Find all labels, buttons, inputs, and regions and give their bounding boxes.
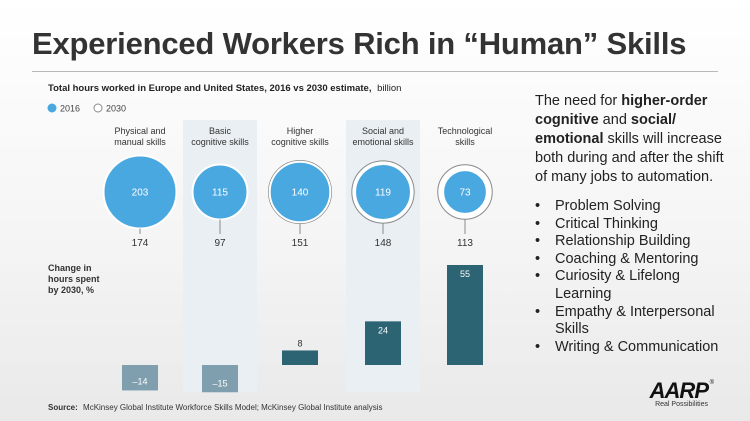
category-label: Physical and	[114, 126, 165, 136]
skill-bullet-text: Empathy & Interpersonal Skills	[555, 303, 715, 338]
bullet-dot: •	[535, 215, 541, 232]
bullet-dot: •	[535, 338, 541, 355]
bubble-2030-value: 113	[457, 238, 473, 249]
legend-label-2016: 2016	[60, 104, 80, 114]
category-label: cognitive skills	[271, 137, 329, 147]
intro-emphasis: social/ emotional	[535, 112, 677, 147]
bubble-2016	[442, 169, 488, 215]
column-shade-1	[183, 120, 257, 392]
bullet-dot: •	[535, 233, 541, 250]
change-bar	[202, 365, 238, 393]
bubble-2030-value: 148	[375, 238, 392, 249]
bubble-2016-value: 73	[459, 188, 471, 199]
category-label: Higher	[287, 126, 314, 136]
side-intro-text: The need for higher-order cognitive and …	[535, 92, 735, 187]
chart-title: Total hours worked in Europe and United …	[48, 83, 401, 94]
bullet-dot: •	[535, 250, 541, 267]
category-label: cognitive skills	[191, 137, 249, 147]
change-axis-label-line: by 2030, %	[48, 285, 94, 295]
bubble-2016-value: 203	[132, 188, 149, 199]
change-bars: –14 –15 8 24 55	[122, 265, 483, 393]
skill-bullet-text: Curiosity & Lifelong Learning	[555, 268, 680, 302]
skill-bullet-item: • Empathy & Interpersonal Skills	[535, 304, 740, 339]
skill-bullet-text: Relationship Building	[555, 233, 691, 250]
intro-text: The need for	[535, 93, 622, 109]
category-label: Basic	[209, 126, 232, 136]
change-bar-label: –14	[132, 376, 147, 386]
change-bar	[447, 265, 483, 365]
change-axis-label-line: hours spent	[48, 274, 100, 284]
bullet-dot: •	[535, 268, 541, 285]
skill-bullet-item: • Problem Solving	[535, 198, 740, 216]
skill-bullet-item: • Writing & Communication	[535, 339, 740, 357]
skill-bullet-item: • Coaching & Mentoring	[535, 251, 740, 269]
aarp-logo: AARP ® Real Possibilities	[640, 378, 730, 412]
intro-text: and	[598, 112, 631, 128]
change-bar-label: 55	[460, 269, 470, 279]
bubble-2016	[268, 160, 332, 224]
change-bar	[122, 365, 158, 391]
intro-emphasis: higher-order cognitive	[535, 93, 708, 128]
category-label: manual skills	[114, 137, 166, 147]
chart-title-text: Total hours worked in Europe and United …	[48, 83, 371, 94]
title-divider	[32, 71, 718, 72]
logo-tagline: Real Possibilities	[655, 401, 708, 408]
change-bar-label: 24	[378, 325, 388, 335]
slide-title: Experienced Workers Rich in “Human” Skil…	[32, 26, 687, 61]
change-bar-label: –15	[212, 378, 227, 388]
change-bar	[365, 321, 401, 365]
bullet-dot: •	[535, 303, 541, 320]
bullet-dot: •	[535, 198, 541, 214]
change-axis-label-line: Change in	[48, 263, 92, 273]
category-label: emotional skills	[352, 137, 414, 147]
bubble-2016-value: 115	[212, 188, 228, 199]
source-text: McKinsey Global Institute Workforce Skil…	[83, 403, 383, 412]
logo-mark: AARP	[649, 378, 709, 403]
intro-text: skills will increase both during and aft…	[535, 131, 724, 185]
skill-bullet-item: • Critical Thinking	[535, 216, 740, 234]
legend-marker-2030	[93, 103, 103, 113]
category-label: skills	[455, 137, 475, 147]
bubble-2030-value: 151	[292, 238, 309, 249]
bubble-2030-value: 174	[132, 238, 149, 249]
skill-bullet-item: • Relationship Building	[535, 233, 740, 251]
skill-bullet-item: • Curiosity & Lifelong Learning	[535, 268, 740, 303]
source-label: Source:	[48, 403, 78, 412]
category-label: Social and	[362, 126, 404, 136]
skill-bullet-text: Writing & Communication	[555, 338, 719, 355]
skill-bullet-text: Coaching & Mentoring	[555, 250, 699, 267]
bubble-2016-value: 119	[375, 188, 391, 199]
logo-registered: ®	[709, 380, 714, 386]
skills-bullet-list: • Problem Solving • Critical Thinking • Relat…	[535, 198, 740, 356]
category-label: Technological	[438, 126, 493, 136]
legend-label-2030: 2030	[106, 104, 126, 114]
chart-legend: 2016 2030	[47, 103, 126, 114]
hours-bubbles: 203 174 115 97 140 151 119 148 73 113	[102, 154, 493, 249]
chart-source: Source: McKinsey Global Institute Workfo…	[48, 403, 383, 412]
change-bar-label: 8	[297, 338, 302, 348]
bubble-2030-value: 97	[214, 238, 226, 249]
change-bar	[282, 350, 318, 365]
legend-marker-2016	[47, 103, 57, 113]
skill-bullet-text: Critical Thinking	[555, 215, 658, 232]
bubble-2016	[354, 163, 412, 221]
chart-title-unit: billion	[377, 83, 401, 94]
skill-bullet-text: Problem Solving	[555, 198, 661, 214]
bubble-2016-value: 140	[292, 188, 309, 199]
